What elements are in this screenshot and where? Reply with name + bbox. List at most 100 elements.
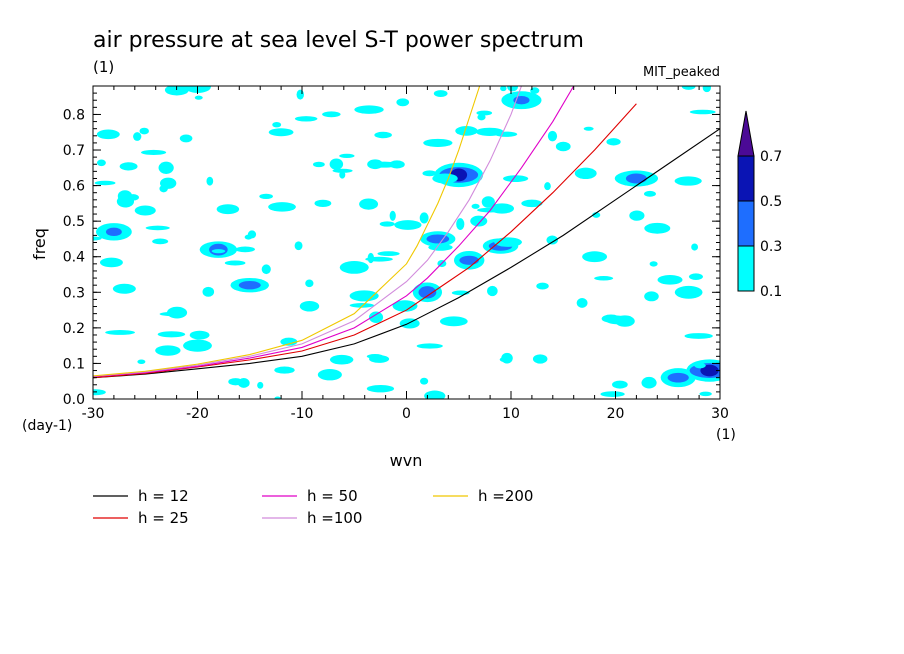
y-tick-label: 0.2 xyxy=(63,321,85,337)
contour-speck xyxy=(475,127,504,136)
contour-speck xyxy=(354,105,384,114)
y-unit-label: (day-1) xyxy=(22,418,72,434)
contour-speck xyxy=(644,291,659,302)
contour-speck xyxy=(507,86,519,92)
contour-speck xyxy=(366,385,395,393)
contour-blob xyxy=(426,234,450,244)
contour-blob xyxy=(674,285,703,299)
contour-speck xyxy=(377,251,400,257)
contour-speck xyxy=(166,306,188,319)
contour-speck xyxy=(189,330,210,340)
contour-speck xyxy=(224,260,246,266)
contour-speck xyxy=(699,391,712,397)
contour-speck xyxy=(94,180,116,186)
contour-speck xyxy=(133,132,142,141)
legend-label: h = 12 xyxy=(138,487,189,505)
colorbar-label: 0.3 xyxy=(760,239,782,255)
contour-speck xyxy=(503,175,529,182)
contour-speck xyxy=(629,210,645,221)
y-tick-label: 0.6 xyxy=(63,179,85,195)
contour-blob xyxy=(183,339,212,352)
curve-h100 xyxy=(93,86,522,377)
contour-speck xyxy=(93,389,106,396)
contour-speck xyxy=(96,159,106,167)
colorbar-label: 0.5 xyxy=(760,194,782,210)
contour-speck xyxy=(202,286,215,297)
contour-speck xyxy=(228,378,243,386)
contour-speck xyxy=(96,129,120,140)
contour-speck xyxy=(206,176,214,186)
x-axis-label: wvn xyxy=(390,451,423,470)
contour-speck xyxy=(155,345,181,356)
contour-blob xyxy=(339,260,369,274)
contour-speck xyxy=(359,198,379,210)
contour-speck xyxy=(349,290,379,302)
contour-speck xyxy=(691,243,699,251)
colorbar-label: 0.7 xyxy=(760,149,782,165)
contour-speck xyxy=(93,236,102,241)
contour-blob xyxy=(314,199,332,208)
colorbar-segment xyxy=(737,200,755,247)
contour-speck xyxy=(600,391,625,397)
contour-speck xyxy=(694,362,706,369)
contour-blob xyxy=(644,222,671,234)
contour-speck xyxy=(368,311,384,323)
x-tick-label: -20 xyxy=(186,406,209,422)
contour-speck xyxy=(394,220,422,230)
contour-speck xyxy=(299,301,320,312)
contour-speck xyxy=(576,298,588,308)
curve-h50 xyxy=(93,86,575,378)
contour-speck xyxy=(257,381,264,389)
contour-speck xyxy=(374,131,392,139)
contour-speck xyxy=(419,212,429,224)
contour-speck xyxy=(396,98,410,107)
contour-speck xyxy=(160,177,177,189)
contour-speck xyxy=(428,243,453,251)
contour-speck xyxy=(367,252,375,264)
legend-label: h =100 xyxy=(307,509,362,527)
contour-speck xyxy=(643,190,656,197)
contour-speck xyxy=(332,168,353,173)
contour-blob xyxy=(700,364,719,377)
contour-speck xyxy=(433,90,448,97)
curve-h25 xyxy=(93,103,637,379)
contour-speck xyxy=(500,86,507,92)
contour-speck xyxy=(259,193,273,200)
contour-speck xyxy=(544,182,551,191)
contour-speck xyxy=(456,218,465,231)
contour-speck xyxy=(274,366,295,374)
curve-h200 xyxy=(93,86,481,377)
contour-speck xyxy=(594,276,614,281)
x-tick-label: 30 xyxy=(711,406,729,422)
contour-speck xyxy=(294,241,303,251)
contour-speck xyxy=(606,138,621,146)
contour-speck xyxy=(379,221,395,227)
contour-blob xyxy=(158,161,174,174)
contour-speck xyxy=(684,333,713,339)
contour-speck xyxy=(487,285,498,297)
contour-speck xyxy=(119,162,138,171)
contour-speck xyxy=(416,343,443,349)
contour-speck xyxy=(296,89,305,100)
contour-speck xyxy=(530,87,540,94)
chart-subtitle: (1) xyxy=(93,58,114,76)
contour-speck xyxy=(317,369,342,381)
contour-speck xyxy=(546,235,558,245)
contour-speck xyxy=(194,95,203,100)
colorbar-extend-arrow xyxy=(737,110,755,157)
contour-blob xyxy=(112,283,136,294)
contour-speck xyxy=(477,113,486,121)
contour-speck xyxy=(211,249,226,254)
contour-speck xyxy=(612,380,628,389)
x-unit-label: (1) xyxy=(716,427,736,443)
contour-speck xyxy=(702,86,711,93)
contour-speck xyxy=(583,126,594,131)
colorbar-label: 0.1 xyxy=(760,284,782,300)
legend: h = 12 h = 25 h = 50 h =100 h =200 xyxy=(93,487,533,527)
contour-speck xyxy=(605,315,628,325)
contour-blob xyxy=(521,199,543,208)
contour-blob xyxy=(582,251,608,263)
contour-speck xyxy=(476,110,493,116)
contour-speck xyxy=(261,264,271,275)
contour-speck xyxy=(294,116,318,122)
